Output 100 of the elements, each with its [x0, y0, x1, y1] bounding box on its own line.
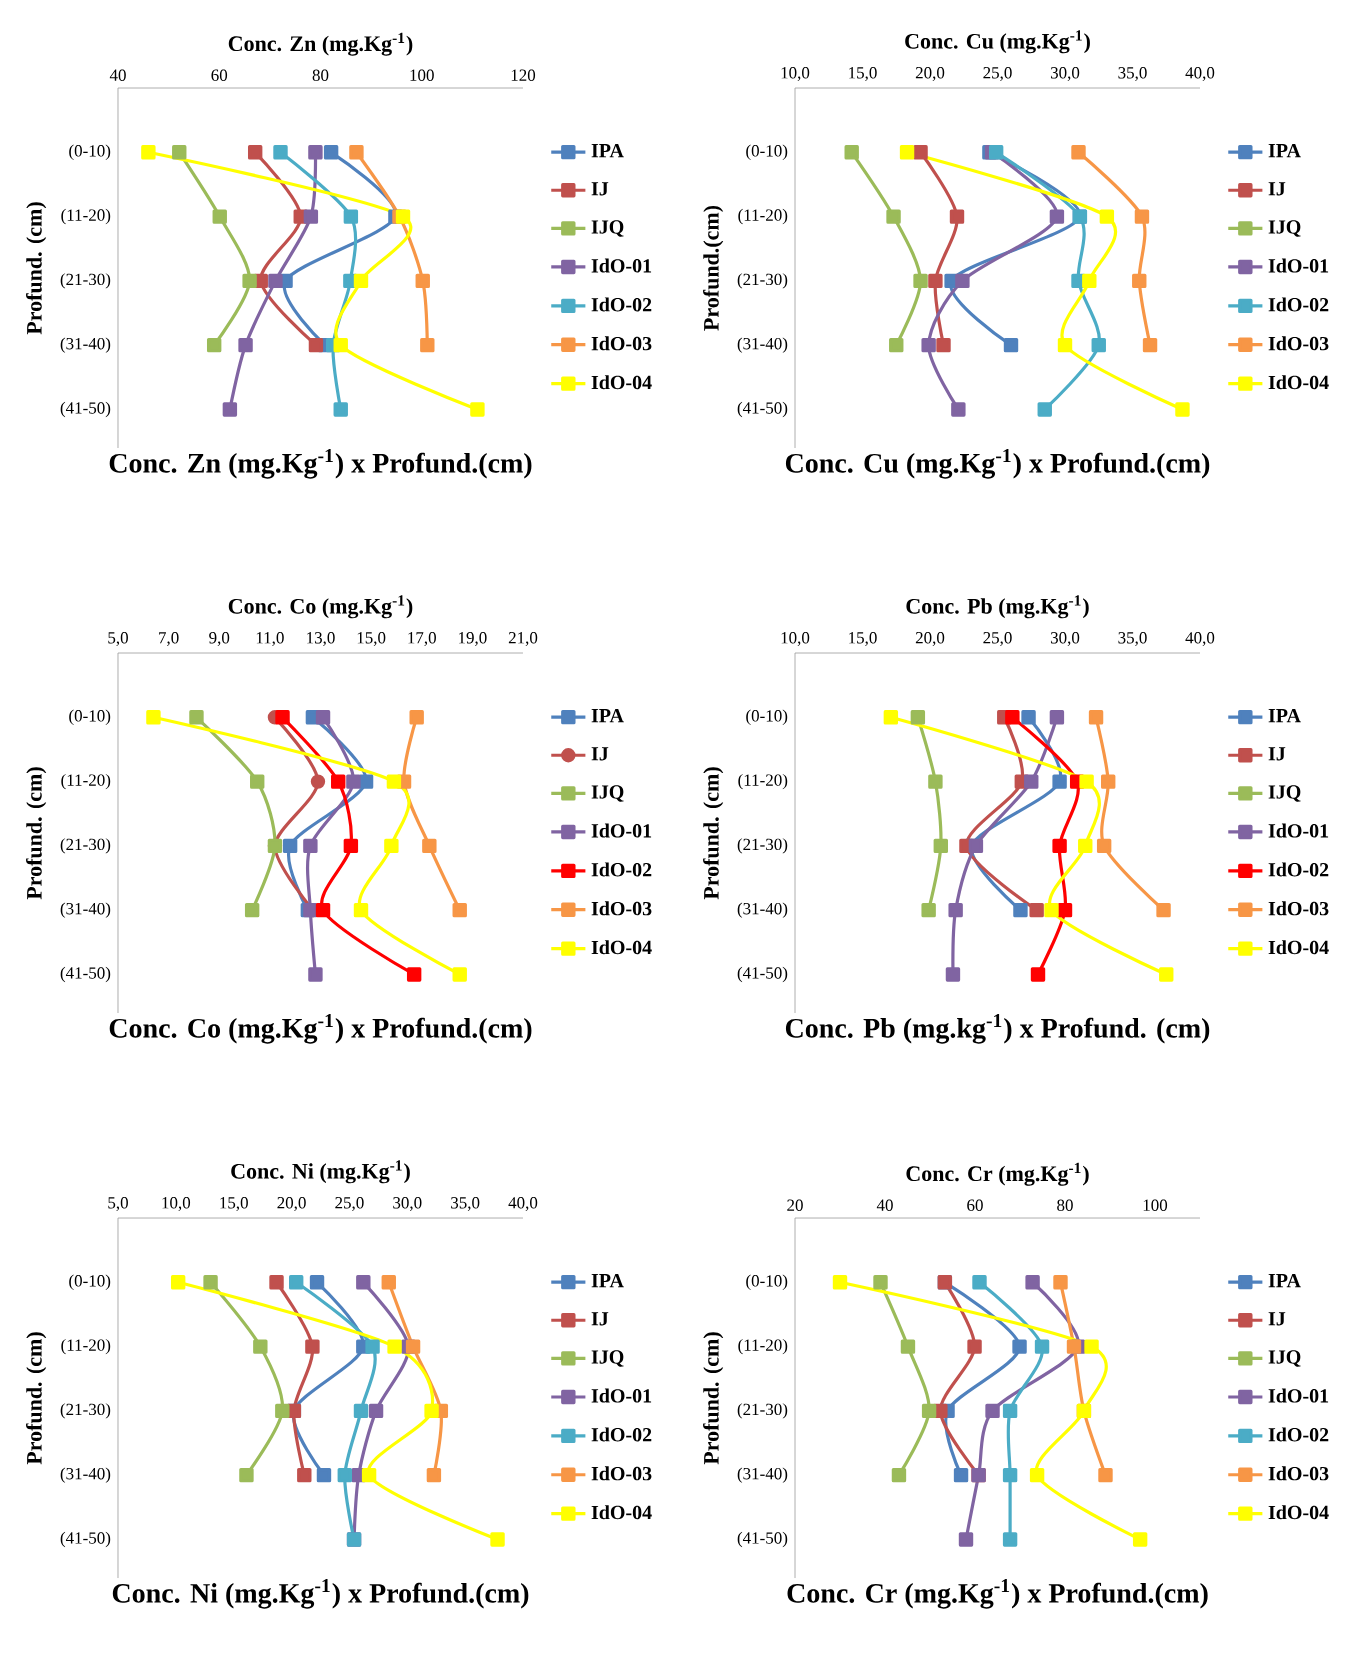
text: Conc. Cu (mg.Kg$^{-1}$) x Profund.(cm) — [785, 449, 1210, 479]
legend-label: IdO-03 — [591, 901, 652, 916]
y-tick-label: (41-50) — [60, 401, 111, 418]
y-tick-label: (31-40) — [60, 337, 111, 353]
y-tick-label: (0-10) — [746, 1274, 788, 1290]
x-tick-label: 15,0 — [357, 632, 386, 646]
y-tick-label: (31-40) — [60, 902, 111, 918]
x-axis-title: Conc. Cr (mg.Kg$^{-1}$) — [906, 1162, 1089, 1186]
x-tick-label: 20,0 — [915, 67, 945, 81]
x-tick-label: 13,0 — [307, 632, 335, 646]
y-axis-title: Profund. (cm) — [26, 767, 47, 900]
x-axis-title: Conc. Pb (mg.Kg$^{-1}$) — [906, 595, 1089, 619]
x-tick-label: 80 — [1057, 1199, 1073, 1211]
text: Conc. Cr (mg.Kg$^{-1}$) x Profund.(cm) — [787, 1579, 1208, 1609]
legend-label: IJ — [591, 182, 609, 196]
legend-label: IPA — [591, 708, 624, 723]
y-tick-label: (21-30) — [60, 1403, 111, 1419]
legend-label: IdO-02 — [1268, 1427, 1329, 1442]
x-tick-label: 60 — [967, 1199, 983, 1211]
x-tick-label: 11,0 — [256, 632, 284, 646]
x-tick-label: 40 — [109, 69, 126, 81]
legend-label: IJ — [1268, 1312, 1286, 1326]
x-tick-label: 5,0 — [108, 1197, 128, 1211]
x-tick-label: 25,0 — [335, 1197, 364, 1211]
legend-label: IJ — [1268, 747, 1286, 761]
legend-label: IdO-03 — [1268, 1466, 1329, 1481]
legend-label: IdO-01 — [591, 1388, 652, 1403]
x-tick-label: 19,0 — [459, 632, 487, 646]
y-tick-label: (31-40) — [737, 1467, 788, 1483]
legend-label: IJ — [591, 1312, 609, 1326]
legend-label: IdO-01 — [591, 258, 652, 273]
x-tick-label: 9,0 — [209, 632, 230, 646]
y-tick-label: (21-30) — [60, 273, 111, 289]
y-tick-label: (0-10) — [69, 709, 111, 725]
x-tick-label: 100 — [410, 69, 434, 81]
legend-label: IJQ — [591, 785, 624, 802]
x-tick-label: 60 — [211, 69, 228, 81]
y-tick-label: (21-30) — [737, 1403, 788, 1419]
x-tick-label: 10,0 — [781, 632, 810, 646]
x-tick-label: 15,0 — [220, 1197, 248, 1211]
y-tick-label: (11-20) — [61, 1338, 111, 1355]
x-tick-label: 40,0 — [508, 1197, 538, 1211]
x-tick-label: 15,0 — [849, 632, 877, 646]
y-tick-label: (21-30) — [60, 838, 111, 854]
x-tick-label: 20,0 — [915, 632, 945, 646]
x-tick-label: 15,0 — [849, 67, 877, 81]
legend-label: IJQ — [1268, 1350, 1301, 1367]
legend-label: IdO-04 — [591, 940, 652, 955]
legend-label: IdO-01 — [1268, 1388, 1329, 1403]
legend-label: IdO-03 — [1268, 336, 1329, 351]
x-axis-title: Conc. Cu (mg.Kg$^{-1}$) — [905, 30, 1090, 54]
x-tick-label: 35,0 — [451, 1197, 480, 1211]
x-axis-title: Conc. Co (mg.Kg$^{-1}$) — [228, 595, 413, 619]
x-tick-label: 35,0 — [1118, 632, 1147, 646]
x-tick-label: 40 — [876, 1199, 893, 1211]
legend-label: IJQ — [591, 1350, 624, 1367]
y-tick-label: (41-50) — [737, 401, 788, 418]
legend-label: IJQ — [1268, 220, 1301, 237]
x-tick-label: 10,0 — [781, 67, 810, 81]
y-tick-label: (41-50) — [737, 1531, 788, 1548]
x-tick-label: 20,0 — [277, 1197, 306, 1211]
y-tick-label: (31-40) — [737, 337, 788, 353]
legend-label: IdO-01 — [1268, 258, 1329, 273]
legend-label: IdO-03 — [591, 336, 652, 351]
legend-label: IPA — [591, 143, 624, 158]
y-axis-title: Profund. (cm) — [26, 1332, 47, 1465]
x-tick-label: 40,0 — [1185, 67, 1215, 81]
y-tick-label: (0-10) — [746, 709, 788, 725]
x-tick-label: 17,0 — [408, 632, 436, 646]
y-tick-label: (31-40) — [737, 902, 788, 918]
legend-label: IdO-03 — [591, 1466, 652, 1481]
y-tick-label: (0-10) — [69, 144, 111, 160]
x-tick-label: 30,0 — [1050, 632, 1080, 646]
x-tick-label: 10,0 — [162, 1197, 191, 1211]
legend-label: IPA — [1268, 143, 1301, 158]
y-tick-label: (11-20) — [738, 208, 788, 225]
x-tick-label: 30,0 — [393, 1197, 422, 1211]
x-tick-label: 120 — [511, 69, 536, 81]
x-tick-label: 40,0 — [1185, 632, 1215, 646]
y-tick-label: (11-20) — [738, 773, 788, 790]
legend-label: IdO-02 — [1268, 297, 1329, 312]
legend-label: IPA — [1268, 708, 1301, 723]
legend-label: IdO-04 — [591, 1505, 652, 1520]
y-tick-label: (41-50) — [60, 966, 111, 983]
x-tick-label: 25,0 — [983, 632, 1012, 646]
text: Conc. Ni (mg.Kg$^{-1}$) x Profund.(cm) — [112, 1579, 529, 1609]
x-tick-label: 100 — [1143, 1199, 1168, 1211]
y-tick-label: (11-20) — [61, 208, 111, 225]
legend-label: IdO-04 — [591, 375, 652, 390]
x-axis-title: Conc. Zn (mg.Kg$^{-1}$) — [228, 32, 413, 56]
x-axis-title: Conc. Ni (mg.Kg$^{-1}$) — [231, 1160, 410, 1184]
y-tick-label: (21-30) — [737, 838, 788, 854]
legend-label: IJ — [591, 747, 609, 761]
x-tick-label: 7,0 — [159, 632, 179, 646]
x-tick-label: 80 — [312, 69, 329, 81]
legend-label: IdO-02 — [591, 297, 652, 312]
legend-label: IdO-04 — [1268, 1505, 1329, 1520]
x-tick-label: 5,0 — [108, 632, 128, 646]
x-tick-label: 20 — [787, 1199, 803, 1211]
x-tick-label: 21,0 — [508, 632, 538, 646]
